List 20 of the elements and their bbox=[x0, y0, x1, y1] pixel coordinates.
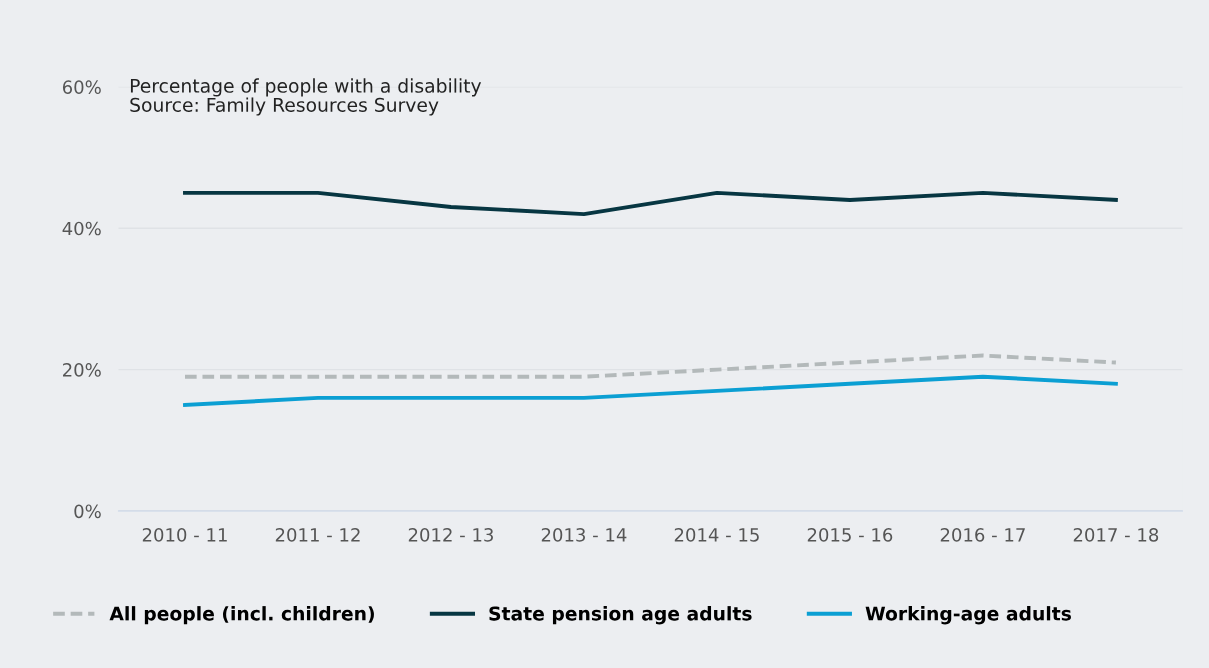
y-tick-label: 60% bbox=[62, 80, 101, 94]
x-tick-label: 2015 - 16 bbox=[807, 528, 893, 542]
annotation: Percentage of people with a disability bbox=[130, 78, 482, 97]
x-tick-label: 2017 - 18 bbox=[1073, 528, 1159, 542]
x-tick-label: 2010 - 11 bbox=[142, 528, 227, 542]
x-tick-label: 2014 - 15 bbox=[674, 528, 759, 542]
annotation: Source: Family Resources Survey bbox=[130, 97, 439, 116]
x-tick-label: 2013 - 14 bbox=[541, 528, 627, 542]
line-series bbox=[183, 190, 1118, 217]
legend-label: State pension age adults bbox=[489, 606, 752, 625]
line-series bbox=[183, 353, 1118, 379]
x-tick-label: 2011 - 12 bbox=[275, 528, 360, 542]
y-tick-label: 40% bbox=[62, 221, 101, 236]
x-tick-label: 2012 - 13 bbox=[408, 528, 493, 542]
legend-label: All people (incl. children) bbox=[109, 606, 374, 625]
y-tick-label: 0% bbox=[74, 504, 101, 519]
y-tick-label: 20% bbox=[63, 363, 101, 377]
x-tick-label: 2016 - 17 bbox=[940, 528, 1025, 542]
legend-label: Working-age adults bbox=[865, 606, 1071, 625]
line-series bbox=[183, 374, 1118, 407]
